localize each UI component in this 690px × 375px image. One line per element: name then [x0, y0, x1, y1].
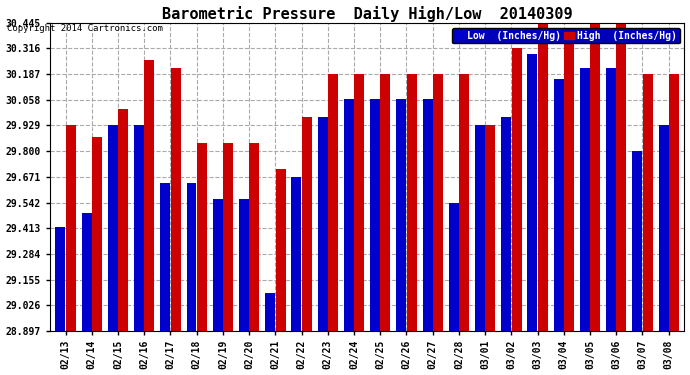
Bar [370, 99, 380, 331]
Bar [642, 74, 653, 331]
Bar [422, 99, 433, 331]
Bar [448, 203, 459, 331]
Bar [170, 68, 181, 331]
Bar [669, 74, 679, 331]
Bar [354, 74, 364, 331]
Bar [501, 117, 511, 331]
Bar [291, 177, 302, 331]
Bar [475, 125, 485, 331]
Bar [606, 68, 616, 331]
Bar [632, 151, 642, 331]
Bar [527, 54, 538, 331]
Title: Barometric Pressure  Daily High/Low  20140309: Barometric Pressure Daily High/Low 20140… [162, 6, 573, 21]
Bar [265, 292, 275, 331]
Bar [197, 143, 207, 331]
Bar [81, 213, 92, 331]
Bar [239, 199, 249, 331]
Bar [564, 42, 574, 331]
Bar [186, 183, 197, 331]
Bar [108, 125, 118, 331]
Text: Copyright 2014 Cartronics.com: Copyright 2014 Cartronics.com [7, 24, 163, 33]
Bar [406, 74, 417, 331]
Bar [302, 117, 312, 331]
Bar [249, 143, 259, 331]
Bar [433, 74, 443, 331]
Bar [590, 24, 600, 331]
Bar [538, 24, 548, 331]
Bar [658, 125, 669, 331]
Bar [344, 99, 354, 331]
Bar [459, 74, 469, 331]
Bar [380, 74, 391, 331]
Bar [317, 117, 328, 331]
Bar [92, 137, 102, 331]
Bar [616, 24, 627, 331]
Bar [485, 125, 495, 331]
Bar [223, 143, 233, 331]
Bar [134, 125, 144, 331]
Bar [553, 80, 564, 331]
Bar [213, 199, 223, 331]
Bar [580, 68, 590, 331]
Bar [55, 227, 66, 331]
Bar [160, 183, 170, 331]
Legend: Low  (Inches/Hg), High  (Inches/Hg): Low (Inches/Hg), High (Inches/Hg) [452, 28, 680, 44]
Bar [328, 74, 338, 331]
Bar [396, 99, 406, 331]
Bar [511, 48, 522, 331]
Bar [275, 169, 286, 331]
Bar [66, 125, 76, 331]
Bar [118, 110, 128, 331]
Bar [144, 60, 155, 331]
